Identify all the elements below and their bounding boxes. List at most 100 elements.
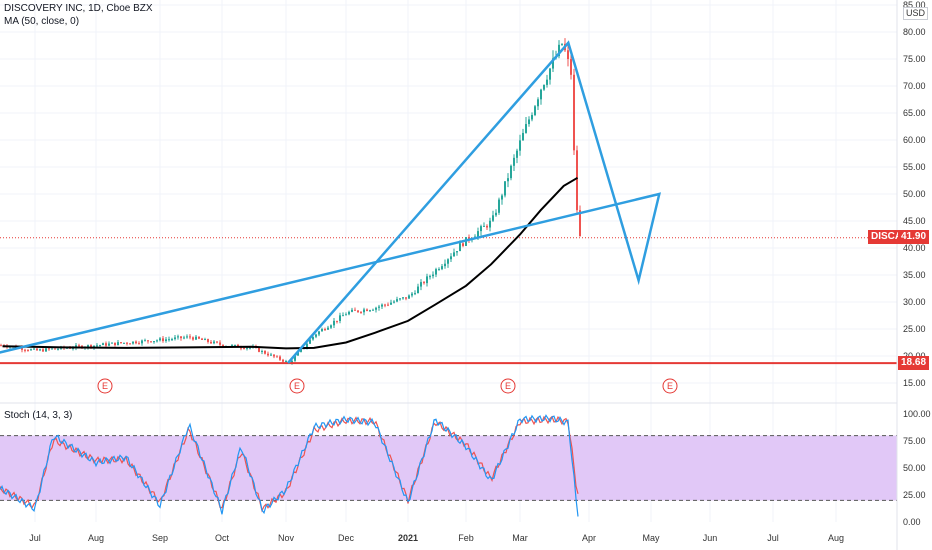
time-tick-label: Mar <box>512 533 528 543</box>
price-tick-label: 85.00 <box>903 0 926 10</box>
price-tick-label: 75.00 <box>903 54 926 64</box>
candle-body <box>543 84 545 90</box>
candle-body <box>525 124 527 133</box>
candle-body <box>240 347 242 349</box>
candle-body <box>390 302 392 305</box>
candle-body <box>462 243 464 246</box>
candle-body <box>477 231 479 237</box>
time-axis[interactable]: Jul Aug Sep Oct Nov Dec 2021 Feb Mar Apr May Jun Jul… <box>29 533 844 543</box>
ma-line <box>2 176 579 350</box>
candle-body <box>105 343 107 346</box>
candle-body <box>327 327 329 330</box>
candle-body <box>573 74 575 151</box>
stoch-legend[interactable]: Stoch (14, 3, 3) <box>4 410 73 421</box>
candle-body <box>159 338 161 341</box>
candle-body <box>414 293 416 295</box>
candle-body <box>432 274 434 277</box>
candle-body <box>270 354 272 356</box>
candle-body <box>186 336 188 338</box>
candle-body <box>339 315 341 321</box>
candle-body <box>180 336 182 339</box>
candle-body <box>579 210 581 237</box>
candle-body <box>369 310 371 312</box>
candle-body <box>162 338 164 342</box>
candle-body <box>57 348 59 350</box>
candle-body <box>399 298 401 300</box>
price-tick-label: 25.00 <box>903 324 926 334</box>
candle-body <box>441 266 443 270</box>
candle-body <box>396 299 398 302</box>
candle-body <box>0 345 2 347</box>
candle-body <box>201 338 203 340</box>
candle-body <box>438 269 440 271</box>
ma-legend[interactable]: MA (50, close, 0) <box>4 16 80 27</box>
support-price-tag: 18.68 <box>898 356 930 370</box>
candle-body <box>171 339 173 341</box>
candle-body <box>123 342 125 344</box>
candle-body <box>447 259 449 264</box>
candle-body <box>360 311 362 313</box>
stoch-axis[interactable]: 0.00 25.00 50.00 75.00 100.00 <box>903 409 931 527</box>
candle-body <box>138 343 140 345</box>
candle-body <box>90 345 92 348</box>
stoch-pane[interactable] <box>0 414 897 517</box>
candle-body <box>198 336 200 339</box>
price-axis[interactable]: 15.0020.0025.0030.0035.0040.0045.0050.00… <box>903 0 926 388</box>
candle-body <box>453 252 455 257</box>
price-tick-label: 30.00 <box>903 297 926 307</box>
candle-body <box>333 320 335 326</box>
earnings-marker[interactable]: E <box>97 378 113 394</box>
candle-body <box>120 342 122 344</box>
candle-body <box>342 315 344 317</box>
time-tick-label: Feb <box>458 533 474 543</box>
earnings-marker[interactable]: E <box>289 378 305 394</box>
symbol-title[interactable]: DISCOVERY INC, 1D, Cboe BZX <box>4 3 153 14</box>
candle-body <box>513 157 515 166</box>
earnings-label: E <box>102 381 108 391</box>
candle-body <box>87 345 89 348</box>
candle-body <box>519 140 521 151</box>
candle-body <box>102 343 104 346</box>
candle-body <box>459 243 461 252</box>
time-tick-label: Aug <box>88 533 104 543</box>
candle-body <box>261 350 263 352</box>
candle-body <box>93 345 95 348</box>
stoch-tick-label: 100.00 <box>903 409 931 419</box>
candle-body <box>372 309 374 311</box>
candle-body <box>363 309 365 313</box>
candle-body <box>249 347 251 349</box>
candle-body <box>540 89 542 100</box>
candle-body <box>411 293 413 296</box>
time-tick-label: Dec <box>338 533 355 543</box>
candle-body <box>279 356 281 360</box>
candle-body <box>528 119 530 125</box>
candle-body <box>522 132 524 141</box>
candle-body <box>72 347 74 349</box>
candle-body <box>429 276 431 278</box>
stoch-tick-label: 25.00 <box>903 490 926 500</box>
ticker-tag: DISCA <box>868 230 906 244</box>
candle-body <box>405 297 407 299</box>
candle-body <box>282 359 284 362</box>
time-tick-label: Oct <box>215 533 230 543</box>
earnings-marker[interactable]: E <box>662 378 678 394</box>
candle-body <box>393 301 395 303</box>
candle-body <box>489 220 491 228</box>
candle-body <box>111 342 113 344</box>
candle-body <box>174 337 176 340</box>
earnings-marker[interactable]: E <box>500 378 516 394</box>
candle-body <box>336 320 338 322</box>
candle-body <box>381 304 383 307</box>
candle-body <box>498 199 500 213</box>
price-tick-label: 40.00 <box>903 243 926 253</box>
candle-body <box>417 286 419 294</box>
time-tick-label: Jul <box>29 533 41 543</box>
stoch-d-line <box>0 415 579 513</box>
candle-body <box>402 297 404 299</box>
candle-body <box>501 195 503 200</box>
currency-badge[interactable]: USD <box>903 7 929 20</box>
candle-body <box>387 304 389 306</box>
